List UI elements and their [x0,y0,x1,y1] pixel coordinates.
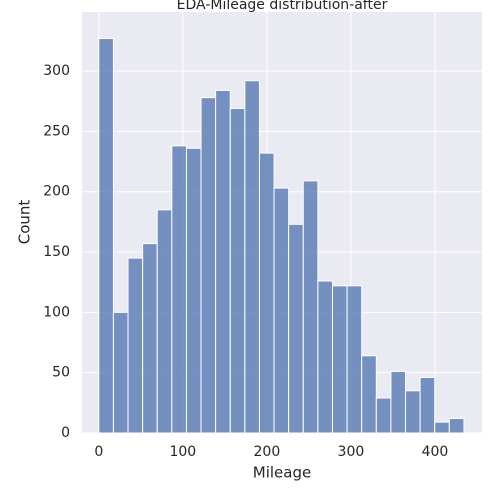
bar [419,377,436,434]
bar [112,311,129,434]
bar [448,418,465,434]
bar [375,397,392,434]
y-tick-label: 150 [43,244,70,260]
bar [302,180,319,434]
x-tick-label: 100 [169,444,196,460]
bar [156,209,173,434]
bar [390,370,407,434]
bar [185,147,202,434]
x-tick-label: 300 [338,444,365,460]
bar [215,89,231,434]
bar [273,187,290,434]
y-axis-label: Count [16,200,34,245]
y-tick-label: 50 [52,365,70,381]
bar [171,145,187,434]
bar [244,80,260,434]
chart-title: EDA-Mileage distribution-after [177,0,388,13]
bar [288,223,304,434]
y-tick-label: 100 [43,304,70,320]
bar [346,285,363,434]
x-tick-label: 0 [94,444,103,460]
bar [142,243,158,434]
bar [127,257,144,434]
y-tick-label: 300 [43,63,70,79]
bar [229,108,246,434]
bar [258,152,275,434]
bar [317,280,333,434]
bar [405,390,421,434]
y-tick-label: 200 [43,184,70,200]
bar [331,285,348,434]
x-tick-label: 200 [254,444,281,460]
x-axis-label: Mileage [253,464,311,482]
y-tick-label: 0 [61,425,70,441]
bar [98,38,114,434]
x-tick-label: 400 [422,444,449,460]
bar [434,421,450,434]
bar [200,97,217,434]
y-tick-label: 250 [43,123,70,139]
bar [361,355,377,434]
